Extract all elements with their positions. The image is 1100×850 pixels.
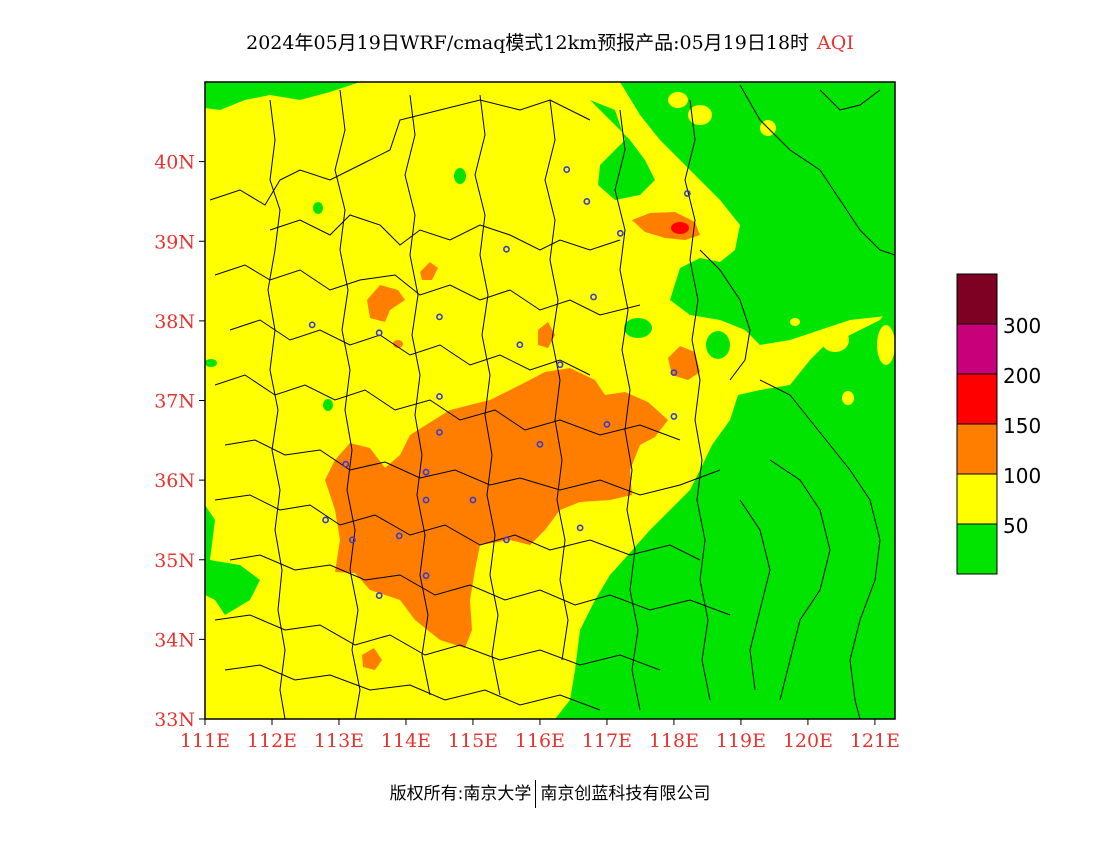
title-main: 2024年05月19日WRF/cmaq模式12km预报产品:05月19日18时 — [246, 32, 810, 54]
station-marker — [348, 536, 356, 544]
station-marker — [503, 536, 510, 544]
station-marker — [563, 166, 571, 173]
green-spot-5 — [323, 399, 333, 411]
legend-swatch — [956, 423, 998, 475]
legend-label-50: 50 — [1003, 514, 1028, 538]
map-plot-area — [205, 82, 895, 719]
station-marker — [436, 313, 443, 321]
yellow-island-3 — [790, 318, 800, 326]
station-marker — [536, 440, 544, 448]
orange-zone-hebei-2 — [538, 322, 555, 348]
lon-tick-label: 111E — [180, 730, 230, 752]
orange-spot-small — [393, 340, 403, 348]
green-spot-6 — [205, 359, 217, 367]
station-marker — [422, 496, 430, 504]
orange-zone-main — [325, 368, 668, 648]
yellow-island-5 — [668, 92, 688, 108]
lat-tick-label: 33N — [154, 709, 195, 731]
title-variable: AQI — [817, 32, 854, 54]
lon-tick-label: 118E — [649, 730, 699, 752]
green-zone-bohai-coast — [600, 82, 895, 345]
footer-company: 南京创蓝科技有限公司 — [540, 784, 711, 804]
footer-copyright: 版权所有:南京大学 — [389, 784, 532, 804]
station-marker — [683, 190, 691, 197]
legend-swatch — [956, 323, 998, 375]
green-spot-1 — [454, 168, 466, 184]
footer-separator — [535, 780, 537, 808]
station-marker — [590, 293, 597, 301]
legend-swatch — [956, 373, 998, 425]
lon-tick-label: 116E — [515, 730, 565, 752]
yellow-island-2 — [877, 325, 895, 365]
copyright-footer: 版权所有:南京大学 南京创蓝科技有限公司 — [0, 779, 1100, 808]
lat-tick-label: 35N — [154, 550, 195, 572]
legend-label-150: 150 — [1003, 414, 1041, 438]
green-spot-3 — [624, 318, 652, 338]
axis-ticks: 33N 34N 35N 36N 37N 38N 39N 40N 111E 112E 113E 114E… — [154, 152, 900, 752]
lat-tick-label: 34N — [154, 629, 195, 651]
lat-tick-label: 40N — [154, 152, 195, 174]
green-spot-2 — [313, 202, 323, 214]
admin-boundaries — [209, 84, 895, 719]
green-zone-northwest — [205, 82, 360, 110]
red-spot-tianjin — [671, 222, 689, 234]
yellow-island-4 — [688, 105, 712, 125]
station-marker — [422, 572, 430, 580]
lat-tick-label: 37N — [154, 391, 195, 413]
orange-zone-hebei-1 — [420, 262, 438, 280]
legend-label-300: 300 — [1003, 314, 1041, 338]
orange-zone-henan-south — [362, 648, 382, 670]
station-marker — [395, 532, 403, 540]
yellow-island-1 — [821, 328, 849, 352]
lon-tick-label: 115E — [448, 730, 498, 752]
green-zone-west — [205, 505, 260, 615]
station-marker — [436, 393, 443, 400]
lon-tick-label: 113E — [314, 730, 364, 752]
station-marker — [670, 413, 678, 420]
station-marker — [375, 329, 383, 337]
legend-label-100: 100 — [1003, 464, 1041, 488]
yellow-island-7 — [842, 391, 854, 405]
map-title: 2024年05月19日WRF/cmaq模式12km预报产品:05月19日18时 A… — [0, 28, 1100, 55]
lat-tick-label: 38N — [154, 311, 195, 333]
legend-swatch — [956, 273, 998, 325]
green-zone-northeast — [545, 82, 895, 719]
color-legend: 300 200 150 100 50 — [956, 273, 1041, 575]
station-marker — [422, 468, 430, 476]
station-marker — [469, 496, 477, 504]
lon-tick-label: 120E — [783, 730, 833, 752]
station-marker — [342, 460, 350, 468]
station-marker — [308, 321, 316, 329]
legend-label-200: 200 — [1003, 364, 1041, 388]
green-spot-4 — [706, 331, 730, 359]
station-marker — [556, 361, 564, 369]
station-marker — [576, 524, 584, 532]
station-marker — [322, 516, 329, 524]
station-marker — [616, 229, 624, 237]
station-marker — [436, 428, 443, 436]
station-marker — [603, 420, 611, 428]
station-marker — [516, 341, 524, 349]
station-marker — [503, 245, 510, 253]
lon-tick-label: 114E — [381, 730, 431, 752]
lon-tick-label: 119E — [716, 730, 766, 752]
orange-zone-shanxi — [367, 285, 405, 322]
lon-tick-label: 121E — [850, 730, 900, 752]
lon-tick-label: 117E — [582, 730, 632, 752]
city-stations — [308, 166, 691, 599]
lon-tick-label: 112E — [247, 730, 297, 752]
legend-swatch — [956, 473, 998, 525]
lat-tick-label: 39N — [154, 231, 195, 253]
legend-swatch — [956, 523, 998, 575]
station-marker — [375, 592, 383, 599]
lat-tick-label: 36N — [154, 470, 195, 492]
station-marker — [583, 198, 591, 205]
station-marker — [670, 369, 678, 377]
green-zone-northeast-2 — [590, 100, 655, 200]
